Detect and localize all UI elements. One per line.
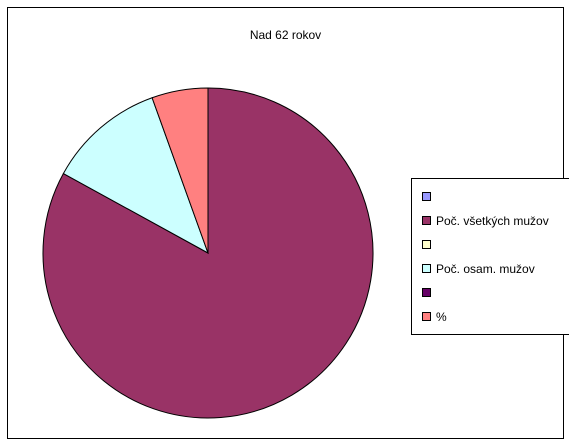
legend-item: Poč. osam. mužov — [422, 261, 535, 277]
legend-swatch — [422, 264, 431, 274]
chart-area: Nad 62 rokov Poč. všetkých mužov Poč. os… — [7, 7, 569, 439]
legend-swatch — [422, 240, 431, 250]
legend-label: Poč. osam. mužov — [436, 262, 535, 276]
legend-item — [422, 285, 436, 301]
legend-label: % — [436, 310, 447, 324]
legend-swatch — [422, 192, 431, 202]
chart-title: Nad 62 rokov — [249, 28, 322, 42]
legend-swatch — [422, 216, 431, 226]
legend-item: % — [422, 309, 447, 325]
pie-chart — [42, 87, 374, 419]
legend-item — [422, 237, 436, 253]
pie-slice — [151, 87, 209, 254]
legend-swatch — [422, 312, 431, 322]
pie-slice — [62, 97, 209, 255]
legend-label: Poč. všetkých mužov — [436, 214, 549, 228]
legend-item: Poč. všetkých mužov — [422, 213, 549, 229]
legend: Poč. všetkých mužov Poč. osam. mužov % — [411, 178, 569, 335]
legend-item — [422, 189, 436, 205]
legend-swatch — [422, 288, 431, 298]
